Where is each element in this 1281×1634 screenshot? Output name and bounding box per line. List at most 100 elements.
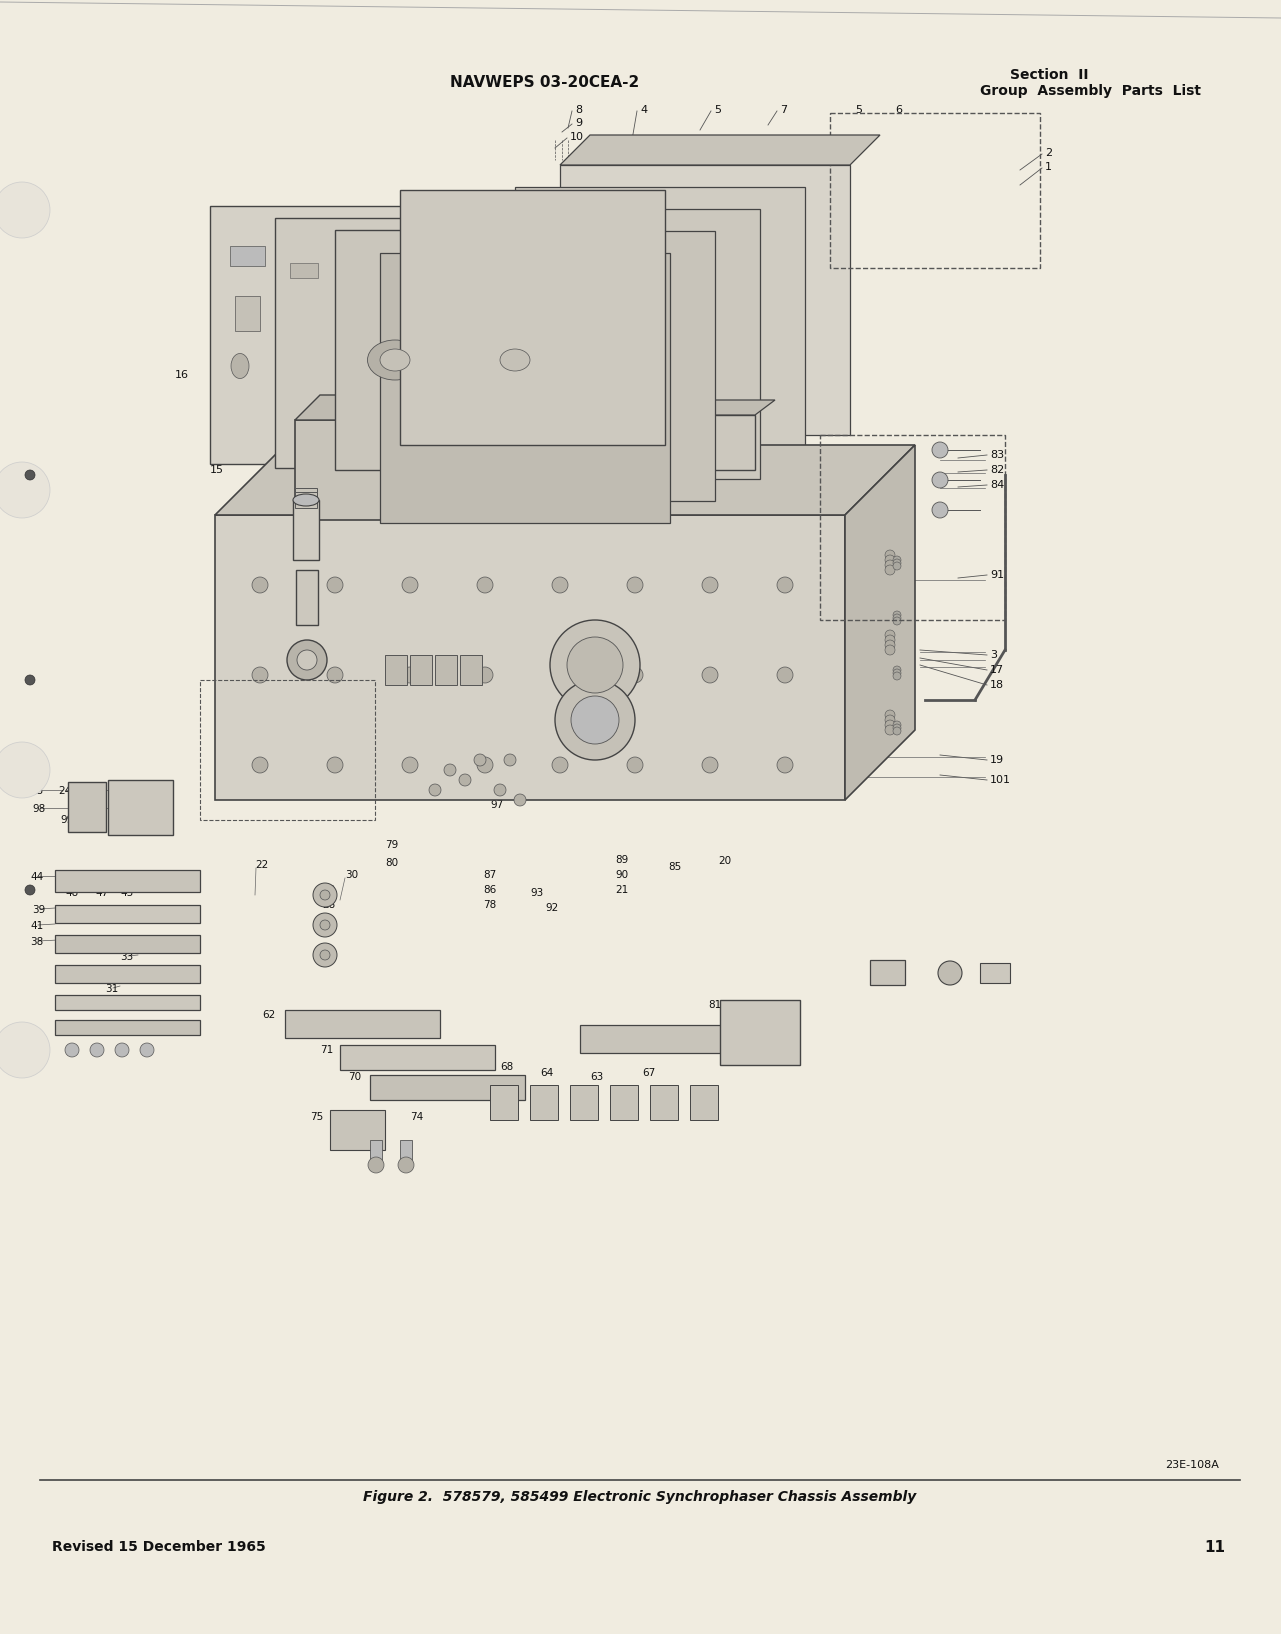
Circle shape bbox=[327, 577, 343, 593]
Polygon shape bbox=[696, 400, 775, 415]
Circle shape bbox=[368, 1157, 384, 1173]
Circle shape bbox=[893, 727, 901, 735]
Bar bbox=[336, 230, 600, 471]
Text: 79: 79 bbox=[386, 840, 398, 850]
Circle shape bbox=[252, 757, 268, 773]
Polygon shape bbox=[425, 230, 715, 502]
Text: 54: 54 bbox=[85, 804, 99, 814]
Bar bbox=[234, 296, 260, 332]
Bar bbox=[820, 435, 1006, 619]
Circle shape bbox=[551, 490, 559, 498]
Circle shape bbox=[140, 1042, 154, 1057]
Bar bbox=[410, 655, 432, 685]
Text: 78: 78 bbox=[483, 900, 496, 910]
Text: 85: 85 bbox=[667, 863, 681, 873]
Circle shape bbox=[0, 742, 50, 797]
Circle shape bbox=[252, 667, 268, 683]
Text: 99: 99 bbox=[60, 815, 73, 825]
Bar bbox=[290, 263, 318, 278]
Bar bbox=[55, 995, 200, 1010]
Circle shape bbox=[893, 559, 901, 567]
Text: 2: 2 bbox=[1045, 149, 1052, 158]
Bar bbox=[428, 263, 456, 278]
Circle shape bbox=[494, 784, 506, 796]
Text: 69: 69 bbox=[465, 1057, 478, 1069]
Text: 27: 27 bbox=[118, 786, 131, 796]
Text: 24: 24 bbox=[58, 786, 72, 796]
Text: Group  Assembly  Parts  List: Group Assembly Parts List bbox=[980, 83, 1202, 98]
Bar bbox=[200, 680, 375, 820]
Text: 34: 34 bbox=[257, 428, 272, 438]
Bar bbox=[580, 1025, 765, 1052]
Bar bbox=[720, 1000, 801, 1065]
Circle shape bbox=[702, 577, 717, 593]
Text: 77: 77 bbox=[525, 422, 538, 431]
Circle shape bbox=[477, 757, 493, 773]
Text: 23E-108A: 23E-108A bbox=[1164, 1461, 1220, 1471]
Bar bbox=[231, 247, 265, 266]
Text: 15: 15 bbox=[210, 466, 224, 475]
Circle shape bbox=[550, 619, 640, 711]
Ellipse shape bbox=[231, 353, 249, 379]
Bar bbox=[696, 415, 755, 471]
Text: 42: 42 bbox=[120, 905, 133, 915]
Text: 56: 56 bbox=[278, 497, 291, 507]
Circle shape bbox=[885, 721, 895, 730]
Text: 74: 74 bbox=[410, 1113, 423, 1123]
Bar bbox=[296, 570, 318, 624]
Circle shape bbox=[429, 784, 441, 796]
Circle shape bbox=[885, 716, 895, 725]
Text: 82: 82 bbox=[990, 466, 1004, 475]
Ellipse shape bbox=[488, 340, 542, 381]
Circle shape bbox=[885, 556, 895, 565]
Circle shape bbox=[626, 667, 643, 683]
Circle shape bbox=[26, 886, 35, 895]
Text: 18: 18 bbox=[990, 680, 1004, 690]
Text: 91: 91 bbox=[730, 420, 743, 430]
Bar bbox=[386, 296, 410, 332]
Text: 57: 57 bbox=[278, 570, 291, 580]
Text: 16: 16 bbox=[175, 369, 190, 381]
Text: 101: 101 bbox=[990, 775, 1011, 784]
Circle shape bbox=[938, 961, 962, 985]
Circle shape bbox=[459, 775, 471, 786]
Circle shape bbox=[477, 667, 493, 683]
Text: 45: 45 bbox=[58, 873, 72, 882]
Text: 58: 58 bbox=[278, 649, 291, 659]
Circle shape bbox=[90, 1042, 104, 1057]
Bar bbox=[55, 966, 200, 984]
Ellipse shape bbox=[293, 493, 319, 507]
Circle shape bbox=[885, 645, 895, 655]
Text: 72: 72 bbox=[420, 779, 433, 789]
Circle shape bbox=[893, 556, 901, 564]
Text: 92: 92 bbox=[544, 904, 559, 913]
Text: 23: 23 bbox=[29, 786, 44, 796]
Circle shape bbox=[503, 753, 516, 766]
Text: Revised 15 December 1965: Revised 15 December 1965 bbox=[53, 1539, 265, 1554]
Ellipse shape bbox=[368, 340, 423, 381]
Circle shape bbox=[571, 696, 619, 743]
Text: 11: 11 bbox=[1204, 1539, 1225, 1556]
Text: 43: 43 bbox=[120, 887, 133, 899]
Bar bbox=[339, 1046, 494, 1070]
Text: 5: 5 bbox=[714, 105, 721, 114]
Polygon shape bbox=[560, 165, 851, 435]
Bar bbox=[436, 655, 457, 685]
Text: 28: 28 bbox=[322, 900, 336, 910]
Text: 41: 41 bbox=[29, 922, 44, 931]
Circle shape bbox=[0, 181, 50, 239]
Bar bbox=[570, 1085, 598, 1119]
Bar bbox=[310, 296, 336, 332]
Bar bbox=[400, 190, 665, 444]
Circle shape bbox=[885, 631, 895, 641]
Bar bbox=[370, 1075, 525, 1100]
Circle shape bbox=[885, 711, 895, 721]
Circle shape bbox=[539, 510, 547, 518]
Text: 52: 52 bbox=[378, 699, 391, 711]
Bar bbox=[690, 1085, 717, 1119]
Bar bbox=[339, 247, 375, 266]
Text: 86: 86 bbox=[483, 886, 496, 895]
Circle shape bbox=[552, 667, 567, 683]
Ellipse shape bbox=[341, 353, 359, 379]
Circle shape bbox=[402, 667, 418, 683]
